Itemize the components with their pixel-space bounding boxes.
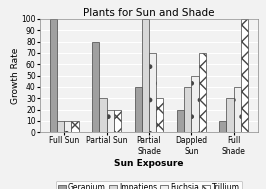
Y-axis label: Growth Rate: Growth Rate bbox=[11, 47, 20, 104]
Bar bbox=[156, 98, 163, 132]
Bar bbox=[99, 98, 107, 132]
Bar bbox=[219, 121, 226, 132]
Bar bbox=[149, 53, 156, 132]
Bar bbox=[142, 19, 149, 132]
Bar bbox=[191, 76, 198, 132]
Bar bbox=[57, 121, 64, 132]
Title: Plants for Sun and Shade: Plants for Sun and Shade bbox=[83, 8, 215, 18]
Bar bbox=[92, 42, 99, 132]
Legend: Geranium, Impatiens, Fuchsia, Trillium: Geranium, Impatiens, Fuchsia, Trillium bbox=[56, 181, 242, 189]
Bar bbox=[107, 110, 114, 132]
Bar bbox=[177, 110, 184, 132]
Bar bbox=[234, 87, 241, 132]
Bar bbox=[64, 121, 72, 132]
X-axis label: Sun Exposure: Sun Exposure bbox=[114, 159, 184, 168]
Bar bbox=[226, 98, 234, 132]
Bar bbox=[184, 87, 191, 132]
Bar bbox=[135, 87, 142, 132]
Bar bbox=[114, 110, 121, 132]
Bar bbox=[72, 121, 79, 132]
Bar bbox=[241, 19, 248, 132]
Bar bbox=[198, 53, 206, 132]
Bar bbox=[50, 19, 57, 132]
